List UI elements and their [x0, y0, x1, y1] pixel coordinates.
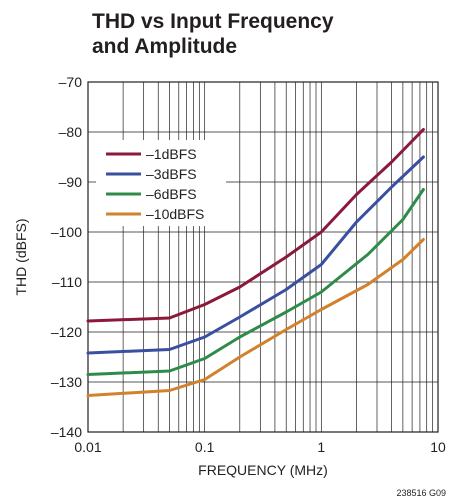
y-axis-label: THD (dBFS): [13, 219, 29, 296]
legend-label-1: –1dBFS: [146, 146, 197, 162]
chart-title-line-2: and Amplitude: [92, 35, 237, 58]
series-line-4: [86, 238, 425, 397]
plot-frame: [87, 81, 439, 433]
legend-label-3: –6dBFS: [146, 186, 197, 202]
chart-title-line-1: THD vs Input Frequency: [92, 10, 334, 33]
x-axis-ticks: 0.01 0.1 1 10: [74, 439, 446, 455]
x-axis-label: FREQUENCY (MHz): [198, 462, 328, 478]
y-axis-ticks: –70 –80 –90 –100 –110 –120 –130 –140: [51, 74, 82, 440]
series-line-2: [86, 155, 425, 355]
y-tick-label: –130: [51, 374, 82, 390]
grid: [88, 82, 438, 432]
y-tick-label: –70: [59, 74, 83, 90]
series-group: [86, 128, 425, 397]
legend: –1dBFS –3dBFS –6dBFS –10dBFS: [106, 146, 204, 222]
x-tick-label: 1: [317, 439, 325, 455]
y-tick-label: –100: [51, 224, 82, 240]
y-tick-label: –90: [59, 174, 83, 190]
y-tick-label: –120: [51, 324, 82, 340]
series-line-3: [86, 188, 425, 376]
y-tick-label: –80: [59, 124, 83, 140]
y-tick-label: –140: [51, 424, 82, 440]
x-tick-label: 0.1: [195, 439, 215, 455]
x-tick-label: 0.01: [74, 439, 101, 455]
figure-id: 238516 G09: [396, 488, 446, 498]
y-tick-label: –110: [52, 274, 82, 290]
legend-label-4: –10dBFS: [146, 206, 204, 222]
series-line-1: [86, 128, 425, 323]
legend-label-2: –3dBFS: [146, 166, 197, 182]
x-tick-label: 10: [430, 439, 446, 455]
